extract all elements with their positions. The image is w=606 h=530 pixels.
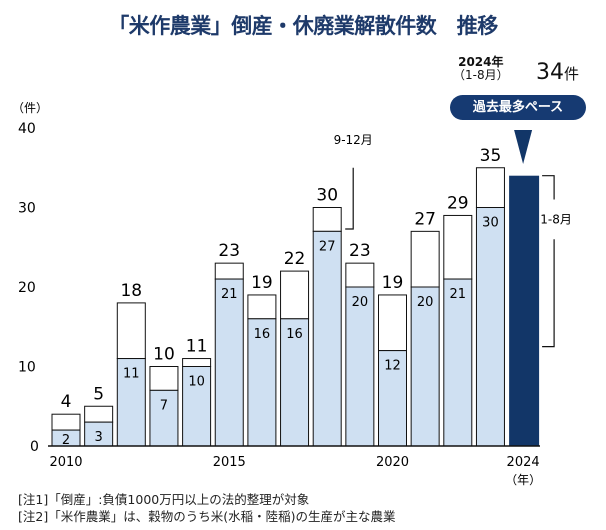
- y-tick-label: 40: [18, 121, 36, 137]
- x-axis-label: （年）: [505, 473, 541, 487]
- notes: [注1]「倒産」:負債1000万円以上の法的整理が対象 [注2]「米作農業」は、…: [18, 491, 395, 525]
- bar-jan-aug: [182, 366, 212, 447]
- sep-dec-label: 9-12月: [334, 133, 373, 147]
- bar-inner-label: 20: [417, 295, 434, 310]
- sep-dec-bracket: [345, 167, 354, 230]
- bar-sep-dec: [247, 294, 277, 320]
- bar-jan-aug: [149, 389, 179, 447]
- x-tick-label: 2015: [213, 455, 246, 470]
- bar-jan-aug: [410, 286, 440, 447]
- bar-inner-label: 16: [254, 327, 271, 342]
- highlight-number: 34: [536, 60, 564, 85]
- x-tick-label: 2020: [376, 455, 409, 470]
- bar-inner-label: 12: [384, 359, 401, 374]
- bar-jan-aug: [312, 230, 342, 447]
- highlight-unit: 件: [564, 65, 580, 83]
- bar-sep-dec: [312, 207, 342, 232]
- bar-inner-label: 11: [123, 367, 140, 382]
- bar-sep-dec: [149, 366, 179, 391]
- bar-sep-dec: [280, 270, 310, 320]
- bar-total-label: 23: [218, 241, 240, 261]
- bar-total-label: 29: [447, 193, 469, 213]
- bar-sep-dec: [182, 358, 212, 367]
- bar-total-label: 35: [480, 146, 502, 166]
- x-tick-label: 2024: [507, 455, 540, 470]
- bar-jan-aug: [214, 278, 244, 447]
- bar-inner-label: 30: [482, 216, 499, 231]
- highlight-label: 2024年 （1-8月）: [453, 56, 509, 82]
- bar-jan-aug: [378, 350, 407, 447]
- bar-total-label: 23: [349, 241, 371, 261]
- bar-inner-label: 3: [95, 430, 103, 445]
- bar-total-label: 5: [93, 384, 104, 404]
- bar-total-label: 19: [382, 273, 404, 293]
- bar-total-label: 22: [284, 249, 306, 269]
- bar-sep-dec: [84, 405, 114, 423]
- y-tick-label: 10: [18, 360, 36, 376]
- bar-inner-label: 27: [319, 239, 336, 254]
- bar-total-label: 19: [251, 273, 273, 293]
- bar-sep-dec: [378, 294, 407, 352]
- highlight-value: 34件: [536, 60, 579, 85]
- highlight-year: 2024年: [458, 55, 504, 69]
- highlight-period: （1-8月）: [453, 68, 509, 82]
- bar-jan-aug: [475, 207, 505, 447]
- record-pace-badge: 過去最多ペース: [450, 95, 586, 120]
- bar-inner-label: 16: [286, 327, 303, 342]
- bar-jan-aug: [247, 318, 277, 447]
- bar-jan-aug: [345, 286, 375, 447]
- note-1: [注1]「倒産」:負債1000万円以上の法的整理が対象: [18, 492, 310, 507]
- bar-total-label: 4: [61, 392, 72, 412]
- x-tick-label: 2010: [49, 455, 82, 470]
- y-tick-label: 30: [18, 201, 36, 217]
- bar-sep-dec: [345, 262, 375, 288]
- bar-total-label: 10: [153, 345, 175, 365]
- bar-jan-aug: [443, 278, 473, 447]
- y-axis-label: （件）: [12, 101, 48, 115]
- bar-jan-aug: [280, 318, 310, 447]
- bar-sep-dec: [116, 302, 146, 360]
- bar-sep-dec: [410, 230, 440, 288]
- bar-sep-dec: [51, 413, 81, 431]
- bar-inner-label: 2: [62, 433, 70, 448]
- bar-sep-dec: [214, 262, 244, 280]
- bar-total-label: 18: [120, 281, 142, 301]
- bar-inner-label: 20: [352, 295, 369, 310]
- chart-title: 「米作農業」倒産・休廃業解散件数 推移: [108, 14, 498, 38]
- bar-total-label: 27: [414, 209, 436, 229]
- bar-inner-label: 7: [160, 398, 168, 413]
- y-tick-label: 20: [18, 280, 36, 296]
- note-2: [注2]「米作農業」は、穀物のうち米(水稲・陸稲)の生産が主な農業: [18, 509, 396, 524]
- jan-aug-bracket-bottom: [542, 239, 555, 348]
- jan-aug-label: 1-8月: [540, 212, 572, 226]
- bar-2024: [509, 175, 540, 446]
- bar-total-label: 30: [316, 186, 338, 206]
- bar-sep-dec: [443, 214, 473, 280]
- bar-inner-label: 21: [450, 287, 467, 302]
- y-tick-label: 0: [30, 439, 39, 455]
- bar-inner-label: 21: [221, 287, 238, 302]
- bar-inner-label: 10: [188, 375, 205, 390]
- bar-sep-dec: [475, 167, 505, 208]
- bar-total-label: 11: [186, 337, 208, 357]
- down-arrow-icon: [514, 130, 533, 164]
- jan-aug-bracket-top: [542, 175, 555, 200]
